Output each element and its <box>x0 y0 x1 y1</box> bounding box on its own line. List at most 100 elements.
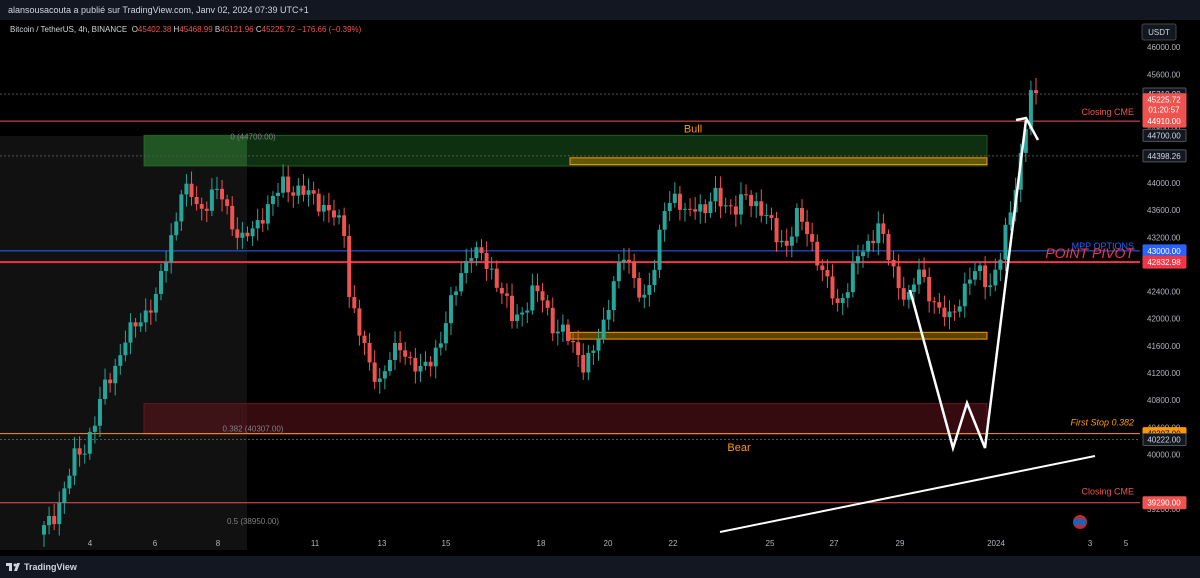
candle-body <box>922 269 927 277</box>
y-tick-label: 42000.00 <box>1147 315 1181 324</box>
currency-flag-icon[interactable] <box>1073 515 1087 529</box>
candle-body <box>550 307 555 334</box>
candle-body <box>586 352 591 373</box>
candle-body <box>998 259 1003 270</box>
candle-body <box>728 205 733 207</box>
x-tick-label: 25 <box>766 539 775 548</box>
x-tick-label: 15 <box>442 539 451 548</box>
candle-body <box>489 268 494 270</box>
candle-body <box>764 215 769 217</box>
candle-body <box>133 322 138 327</box>
x-tick-label: 3 <box>1088 539 1093 548</box>
price-tag-label: 42832.98 <box>1147 258 1181 267</box>
candle-body <box>240 232 245 238</box>
candle-body <box>418 365 423 372</box>
candle-body <box>799 207 804 222</box>
candle-body <box>916 269 921 285</box>
candle-body <box>103 379 108 399</box>
candle-body <box>301 185 306 195</box>
candle-body <box>372 362 377 382</box>
candle-body <box>601 319 606 340</box>
candle-body <box>596 339 601 351</box>
candle-body <box>459 273 464 292</box>
candle-body <box>581 354 586 373</box>
footer-bar: TradingView <box>0 556 1200 578</box>
candle-body <box>357 308 362 336</box>
candle-body <box>978 265 983 272</box>
candle-body <box>479 247 484 254</box>
candle-body <box>245 232 250 237</box>
change-value: −176.66 (−0.39%) <box>297 25 362 34</box>
low-label: B <box>214 25 221 34</box>
candle-body <box>153 293 158 313</box>
candle-body <box>123 342 128 356</box>
candle-body <box>947 311 952 318</box>
candle-body <box>1034 90 1038 93</box>
candle-body <box>316 193 321 212</box>
candle-body <box>825 270 830 277</box>
open-value: 45402.38 <box>137 25 172 34</box>
x-tick-label: 27 <box>830 539 839 548</box>
candle-body <box>830 276 835 299</box>
candle-body <box>474 247 479 259</box>
high-value: 45468.99 <box>179 25 213 34</box>
candle-body <box>1003 224 1008 260</box>
candle-body <box>92 425 97 432</box>
candle-body <box>209 189 214 211</box>
candle-body <box>1028 90 1033 130</box>
bull-label: Bull <box>684 124 702 136</box>
y-tick-label: 41600.00 <box>1147 342 1181 351</box>
candle-body <box>214 188 219 190</box>
candle-body <box>637 278 642 298</box>
candle-body <box>159 271 164 294</box>
candle-body <box>148 310 153 313</box>
candle-body <box>423 361 428 366</box>
candle-body <box>128 322 133 343</box>
candle-body <box>326 204 331 211</box>
candle-body <box>642 294 647 298</box>
candle-body <box>484 253 489 269</box>
candle-body <box>993 269 998 286</box>
candle-body <box>901 288 906 300</box>
candle-body <box>555 331 560 334</box>
candle-body <box>57 502 62 525</box>
symbol-name[interactable]: Bitcoin / TetherUS, 4h, BINANCE <box>10 25 128 34</box>
bear-label: Bear <box>727 442 751 454</box>
currency-label[interactable]: USDT <box>1148 28 1170 37</box>
candle-body <box>967 279 972 284</box>
candle-body <box>713 187 718 202</box>
zone-bull-highlight <box>144 135 247 166</box>
candle-body <box>230 205 235 230</box>
candle-body <box>367 342 372 363</box>
low-value: 45121.96 <box>220 25 254 34</box>
candle-body <box>861 251 866 257</box>
zone-demand-zone <box>569 331 988 340</box>
candle-body <box>784 240 789 246</box>
candle-body <box>464 260 469 274</box>
candle-body <box>606 309 611 320</box>
candle-body <box>576 342 581 355</box>
candle-body <box>749 194 754 207</box>
candle-body <box>810 234 815 242</box>
candle-body <box>881 223 886 234</box>
candle-body <box>794 207 799 237</box>
candle-body <box>718 187 723 207</box>
symbol-legend: Bitcoin / TetherUS, 4h, BINANCE O45402.3… <box>10 25 361 34</box>
x-tick-label: 5 <box>1124 539 1129 548</box>
candle-body <box>220 188 225 200</box>
candle-body <box>815 241 820 266</box>
fib-label: 0.382 (40307.00) <box>223 425 284 434</box>
x-tick-label: 2024 <box>987 539 1005 548</box>
candle-body <box>876 223 881 244</box>
candle-body <box>616 262 621 282</box>
price-tag-label: 43000.00 <box>1147 247 1181 256</box>
candle-body <box>972 271 977 280</box>
price-tag-label: 44910.00 <box>1147 117 1181 126</box>
candle-body <box>932 301 937 303</box>
candle-body <box>52 516 57 525</box>
candle-body <box>291 192 296 196</box>
price-tag-label: 45225.72 <box>1147 96 1181 105</box>
candle-body <box>281 176 286 193</box>
point-pivot-label: POINT PIVOT <box>1045 245 1135 261</box>
